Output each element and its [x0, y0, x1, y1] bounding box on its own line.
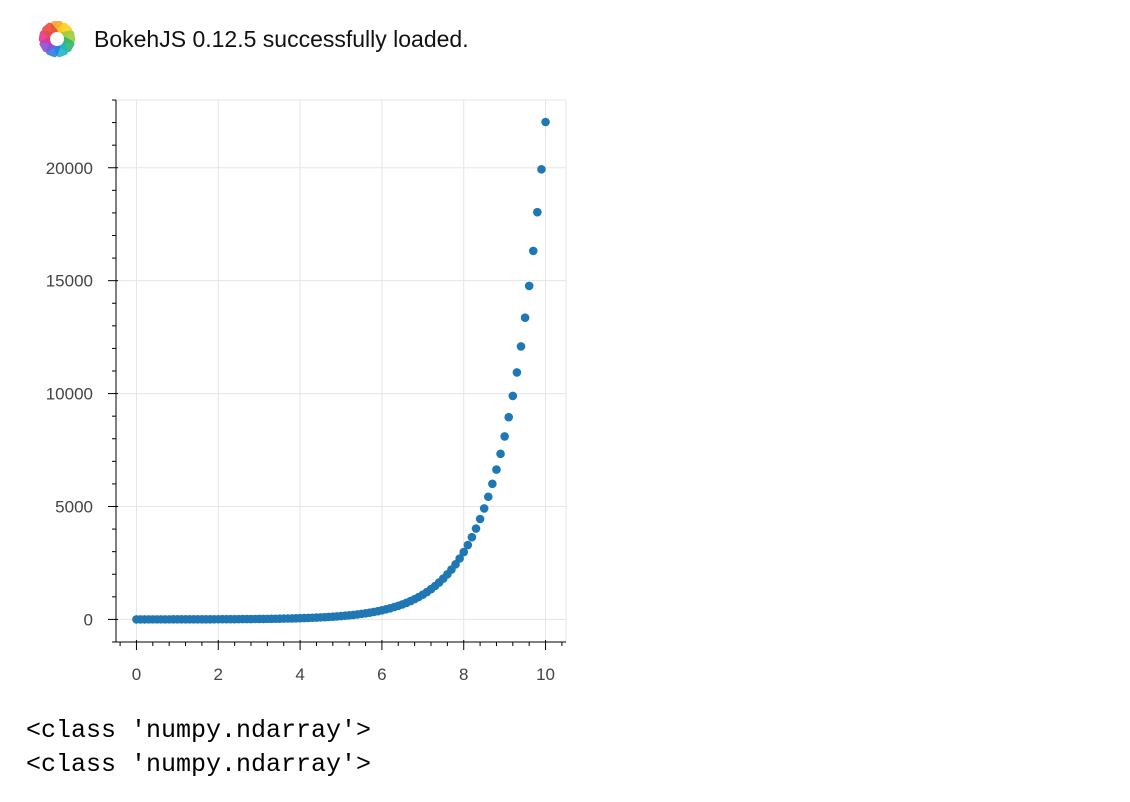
- data-point: [463, 540, 473, 550]
- data-point: [528, 246, 538, 256]
- data-point: [471, 524, 481, 533]
- tick-labels: 0 2 4 6 8 10 0 5000 10000 15000 20000: [46, 159, 555, 684]
- data-point: [492, 465, 501, 474]
- y-tick-label: 0: [84, 610, 93, 629]
- plot-frame: [115, 99, 567, 643]
- data-point: [520, 313, 530, 323]
- cell-output: <class 'numpy.ndarray'> <class 'numpy.nd…: [26, 714, 371, 782]
- output-line-2: <class 'numpy.ndarray'>: [26, 750, 372, 779]
- x-tick-label: 6: [377, 665, 386, 684]
- data-point: [488, 479, 497, 489]
- data-point: [500, 432, 509, 441]
- data-point: [496, 449, 505, 459]
- data-point: [524, 281, 534, 291]
- scatter-plot[interactable]: 0 2 4 6 8 10 0 5000 10000 15000 20000: [0, 88, 600, 700]
- y-tick-label: 15000: [46, 272, 93, 291]
- y-tick-label: 10000: [46, 385, 93, 404]
- data-point: [537, 165, 546, 174]
- x-tick-label: 4: [295, 665, 304, 684]
- data-point: [475, 514, 485, 524]
- data-point: [483, 492, 493, 502]
- data-point: [459, 547, 469, 557]
- output-line-1: <class 'numpy.ndarray'>: [26, 716, 372, 745]
- y-tick-label: 5000: [55, 498, 93, 517]
- data-point: [516, 342, 526, 351]
- bokeh-logo-icon: [38, 21, 76, 58]
- data-point: [455, 554, 464, 563]
- data-point: [467, 532, 477, 542]
- data-point: [512, 368, 522, 377]
- data-point: [504, 412, 514, 422]
- bokeh-loaded-message: BokehJS 0.12.5 successfully loaded.: [94, 25, 469, 52]
- x-tick-label: 0: [132, 665, 141, 684]
- x-tick-label: 8: [459, 665, 468, 684]
- scatter-points: [132, 117, 550, 624]
- plot-axes: [108, 99, 566, 650]
- data-point: [541, 117, 550, 127]
- x-tick-label: 10: [536, 665, 555, 684]
- data-point: [508, 391, 518, 401]
- data-point: [479, 504, 489, 513]
- y-tick-label: 20000: [46, 159, 93, 178]
- x-tick-label: 2: [214, 665, 223, 684]
- plot-grid: [116, 100, 566, 642]
- data-point: [533, 207, 542, 217]
- bokeh-loaded-banner: BokehJS 0.12.5 successfully loaded.: [36, 18, 469, 60]
